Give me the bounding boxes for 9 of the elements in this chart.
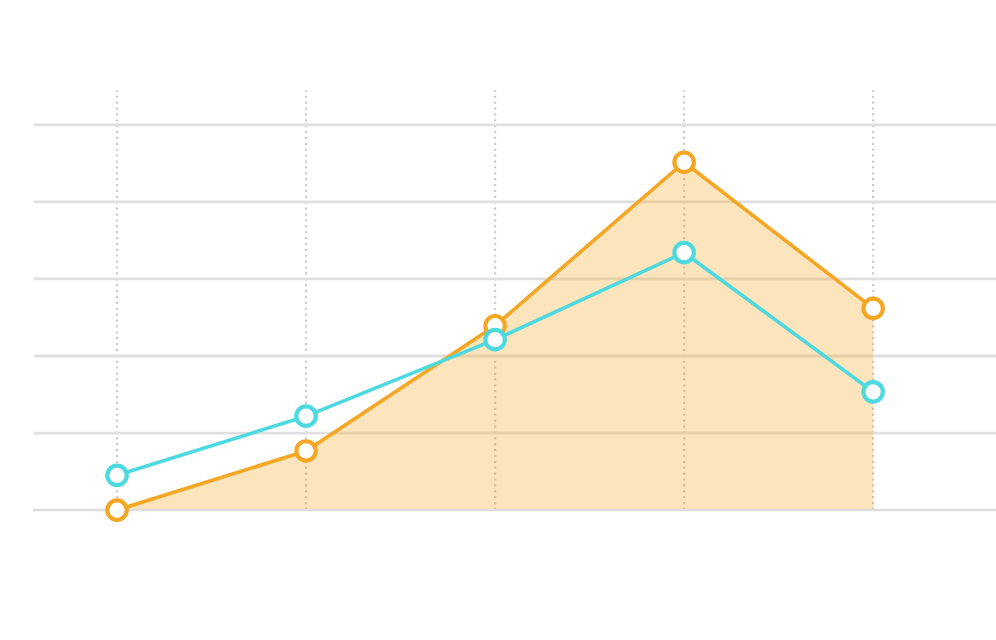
point <box>861 296 885 321</box>
point <box>294 439 318 463</box>
point <box>861 380 885 404</box>
point <box>294 404 318 428</box>
point <box>105 463 129 488</box>
point <box>105 498 129 522</box>
point <box>672 150 696 175</box>
point <box>483 327 507 352</box>
point <box>672 240 696 265</box>
